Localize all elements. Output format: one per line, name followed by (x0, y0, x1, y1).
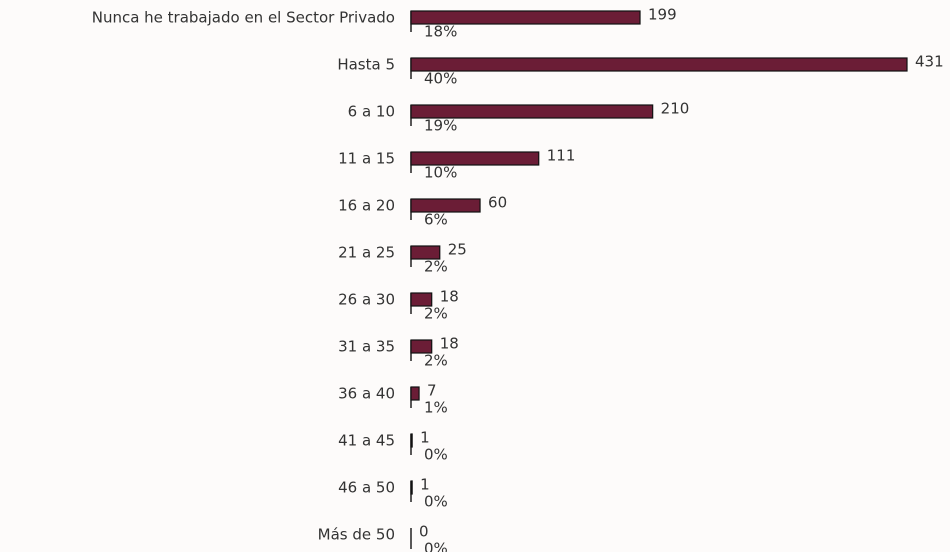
category-label: 6 a 10 (348, 103, 395, 121)
category-label: Nunca he trabajado en el Sector Privado (92, 9, 395, 27)
bar (410, 57, 908, 72)
value-label: 18 (440, 288, 459, 306)
value-label: 431 (915, 53, 944, 71)
category-label: 41 a 45 (338, 432, 395, 450)
percent-label: 19% (424, 117, 457, 135)
percent-label: 0% (424, 446, 448, 464)
percent-label: 18% (424, 23, 457, 41)
percent-label: 0% (424, 493, 448, 511)
percent-label: 6% (424, 211, 448, 229)
category-label: 21 a 25 (338, 244, 395, 262)
bar (410, 198, 481, 213)
category-label: 11 a 15 (338, 150, 395, 168)
bar (410, 10, 641, 25)
bar (410, 433, 413, 448)
percent-label: 2% (424, 305, 448, 323)
percent-label: 2% (424, 258, 448, 276)
value-label: 1 (420, 476, 430, 494)
bar (410, 339, 433, 354)
value-label: 0 (419, 523, 429, 541)
category-label: Hasta 5 (337, 56, 395, 74)
value-label: 60 (488, 194, 507, 212)
value-label: 25 (448, 241, 467, 259)
category-label: 46 a 50 (338, 479, 395, 497)
bar (410, 245, 441, 260)
percent-label: 1% (424, 399, 448, 417)
percent-label: 10% (424, 164, 457, 182)
value-label: 111 (547, 147, 576, 165)
bar (410, 480, 413, 495)
value-label: 210 (661, 100, 690, 118)
bar (410, 386, 420, 401)
category-label: 26 a 30 (338, 291, 395, 309)
value-label: 7 (427, 382, 437, 400)
category-label: Más de 50 (318, 526, 395, 544)
percent-label: 40% (424, 70, 457, 88)
bar (410, 104, 654, 119)
percent-label: 0% (424, 540, 448, 553)
value-label: 18 (440, 335, 459, 353)
bar (410, 292, 433, 307)
value-label: 199 (648, 6, 677, 24)
category-label: 36 a 40 (338, 385, 395, 403)
percent-label: 2% (424, 352, 448, 370)
value-label: 1 (420, 429, 430, 447)
category-label: 16 a 20 (338, 197, 395, 215)
category-label: 31 a 35 (338, 338, 395, 356)
bar (410, 151, 540, 166)
